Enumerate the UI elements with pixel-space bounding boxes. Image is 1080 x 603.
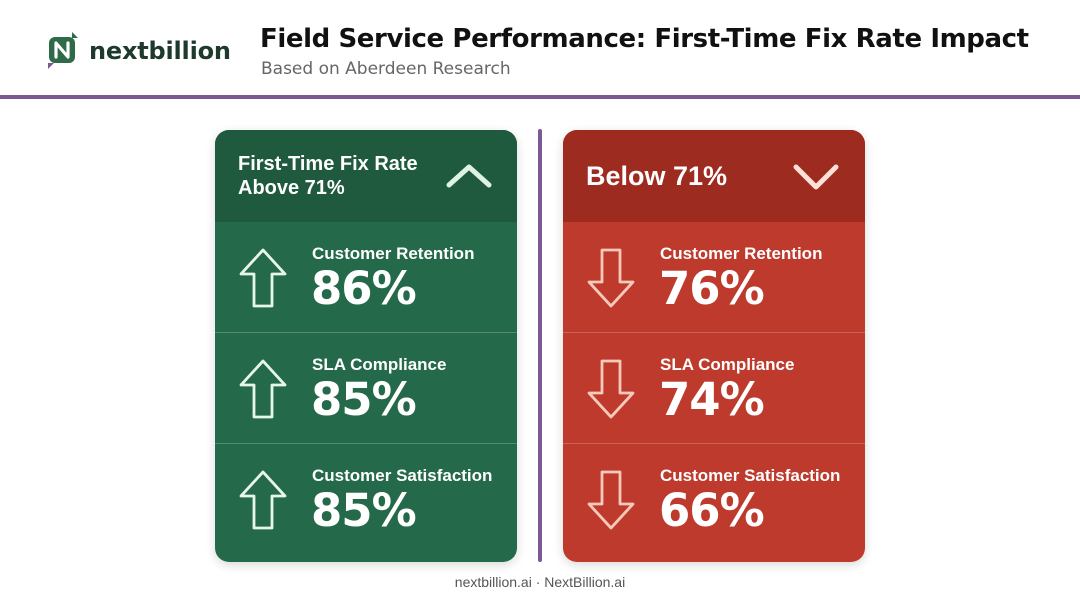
- metric-label: Customer Retention: [660, 244, 823, 263]
- metric-row: Customer Retention 76%: [563, 222, 865, 332]
- panel-heading: Below 71%: [586, 161, 728, 191]
- panel-header: First-Time Fix Rate Above 71%: [215, 130, 517, 222]
- metric-value: 86%: [311, 262, 417, 315]
- metric-label: Customer Satisfaction: [312, 466, 493, 485]
- metric-value: 66%: [659, 484, 765, 537]
- arrow-down-icon: [587, 359, 635, 419]
- above-71-panel: First-Time Fix Rate Above 71% Customer R…: [215, 130, 517, 562]
- nextbillion-logo-icon: [48, 32, 78, 69]
- arrow-up-icon: [239, 359, 287, 419]
- metric-label: Customer Retention: [312, 244, 475, 263]
- brand-name: nextbillion: [89, 37, 231, 65]
- page-title: Field Service Performance: First-Time Fi…: [260, 24, 1029, 54]
- panel-heading: First-Time Fix Rate Above 71%: [238, 153, 418, 199]
- metric-label: SLA Compliance: [660, 355, 795, 374]
- metric-row: Customer Retention 86%: [215, 222, 517, 332]
- metric-label: SLA Compliance: [312, 355, 447, 374]
- footer-credit: nextbillion.ai · NextBillion.ai: [454, 574, 626, 590]
- below-71-panel: Below 71% Customer Retention 76% SLA Com…: [563, 130, 865, 562]
- metric-value: 74%: [659, 373, 765, 426]
- panel-header: Below 71%: [563, 130, 865, 222]
- chevron-up-icon: [446, 164, 492, 188]
- metric-row: Customer Satisfaction 85%: [215, 443, 517, 554]
- metric-value: 76%: [659, 262, 765, 315]
- metric-row: Customer Satisfaction 66%: [563, 443, 865, 554]
- arrow-down-icon: [587, 248, 635, 308]
- metric-value: 85%: [311, 484, 417, 537]
- header-divider: [0, 95, 1080, 99]
- header: nextbillion Field Service Performance: F…: [0, 0, 1080, 96]
- brand-logo[interactable]: nextbillion: [45, 32, 231, 70]
- metric-row: SLA Compliance 74%: [563, 332, 865, 443]
- metric-label: Customer Satisfaction: [660, 466, 841, 485]
- metric-row: SLA Compliance 85%: [215, 332, 517, 443]
- arrow-up-icon: [239, 470, 287, 530]
- arrow-up-icon: [239, 248, 287, 308]
- page-subtitle: Based on Aberdeen Research: [261, 59, 511, 79]
- chevron-down-icon: [793, 164, 839, 190]
- arrow-down-icon: [587, 470, 635, 530]
- panel-divider: [538, 129, 542, 562]
- metric-value: 85%: [311, 373, 417, 426]
